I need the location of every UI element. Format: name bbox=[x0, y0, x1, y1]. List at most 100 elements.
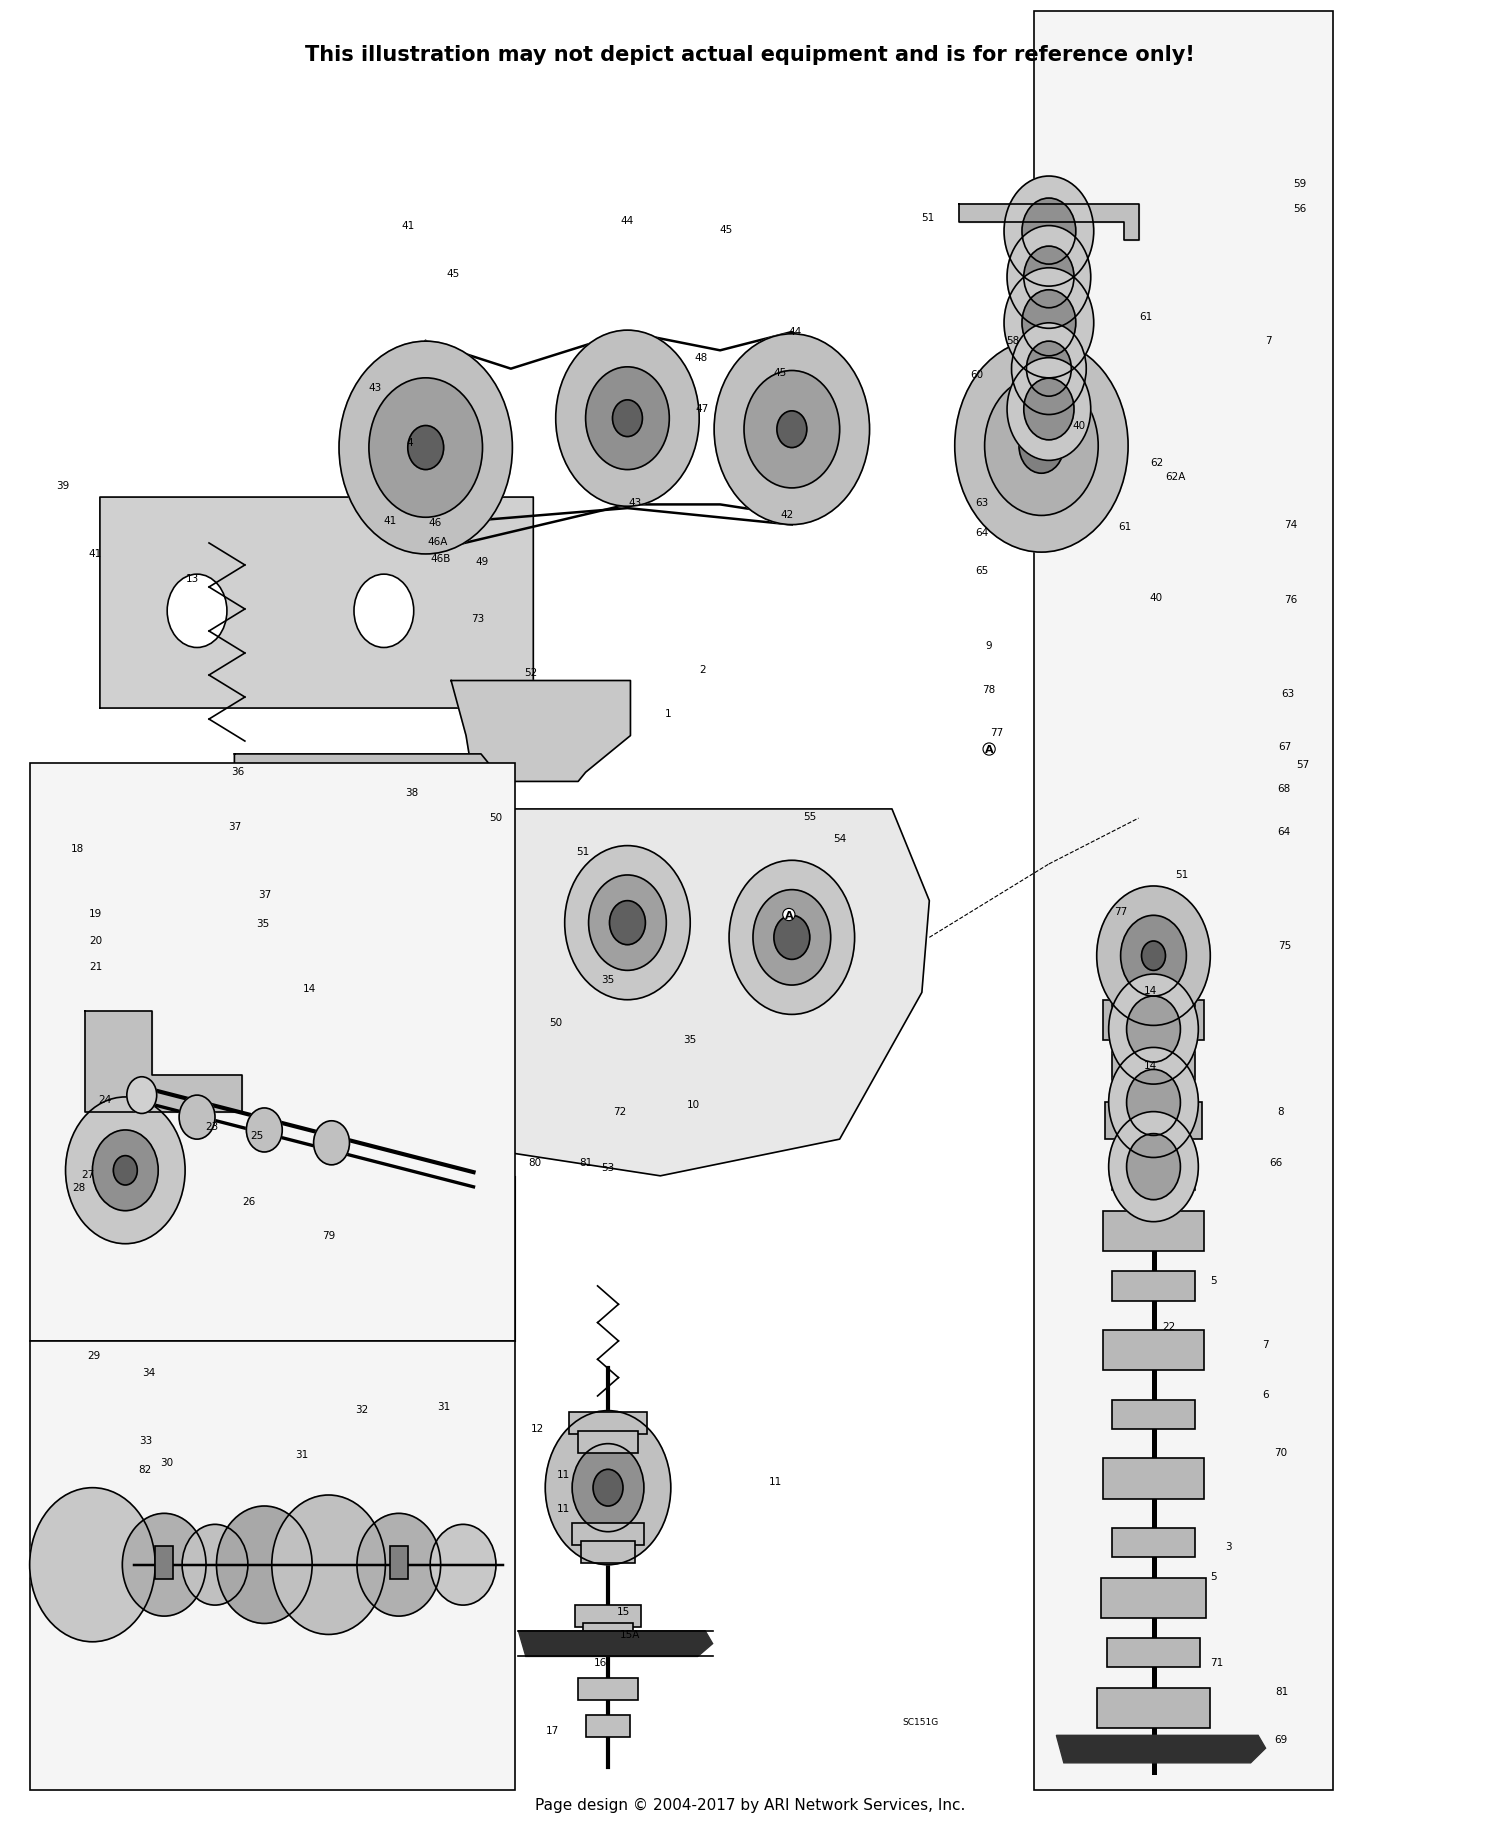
Text: 28: 28 bbox=[72, 1182, 86, 1194]
Circle shape bbox=[777, 412, 807, 449]
Polygon shape bbox=[86, 1011, 242, 1113]
Circle shape bbox=[546, 1411, 670, 1565]
Text: SC151G: SC151G bbox=[902, 1718, 939, 1727]
Text: 67: 67 bbox=[1278, 741, 1292, 750]
Text: 80: 80 bbox=[528, 1157, 542, 1168]
Text: ARI: ARI bbox=[524, 903, 736, 1010]
Text: 50: 50 bbox=[489, 813, 502, 822]
Text: 36: 36 bbox=[231, 767, 244, 776]
Bar bbox=[1113, 1528, 1194, 1558]
Text: 78: 78 bbox=[982, 684, 996, 695]
Circle shape bbox=[1007, 226, 1090, 329]
Text: 7: 7 bbox=[1263, 1341, 1269, 1350]
Text: 40: 40 bbox=[1072, 421, 1086, 430]
Circle shape bbox=[564, 846, 690, 1000]
Text: 5: 5 bbox=[1210, 1274, 1216, 1285]
Text: 42: 42 bbox=[780, 509, 794, 519]
Circle shape bbox=[585, 368, 669, 471]
Circle shape bbox=[272, 1495, 386, 1635]
Text: 7: 7 bbox=[1266, 335, 1272, 346]
Bar bbox=[578, 1679, 638, 1701]
Polygon shape bbox=[958, 204, 1138, 241]
Text: 8: 8 bbox=[1276, 1105, 1284, 1116]
Text: 14: 14 bbox=[303, 984, 316, 993]
Text: 18: 18 bbox=[70, 844, 84, 853]
Text: 40: 40 bbox=[1150, 592, 1162, 603]
Bar bbox=[30, 763, 516, 1341]
Text: 35: 35 bbox=[256, 918, 270, 929]
Circle shape bbox=[1096, 886, 1210, 1026]
Text: 2: 2 bbox=[699, 664, 705, 675]
Text: 24: 24 bbox=[98, 1094, 111, 1103]
Circle shape bbox=[1024, 379, 1074, 441]
Circle shape bbox=[216, 1506, 312, 1624]
Circle shape bbox=[592, 1469, 622, 1506]
Text: 62: 62 bbox=[1150, 458, 1162, 469]
Bar bbox=[1113, 1052, 1194, 1081]
Text: 12: 12 bbox=[531, 1423, 544, 1433]
Text: 73: 73 bbox=[471, 614, 484, 623]
Bar bbox=[568, 1412, 646, 1434]
Text: 31: 31 bbox=[296, 1449, 309, 1458]
Circle shape bbox=[93, 1131, 158, 1212]
Text: 41: 41 bbox=[382, 517, 396, 526]
Text: 62A: 62A bbox=[1166, 473, 1186, 482]
Text: 81: 81 bbox=[1275, 1686, 1288, 1696]
Text: 64: 64 bbox=[1276, 826, 1290, 837]
Bar bbox=[1113, 1399, 1194, 1429]
Circle shape bbox=[339, 342, 513, 555]
Text: 15A: 15A bbox=[621, 1629, 640, 1640]
Bar bbox=[582, 1624, 633, 1646]
Text: 32: 32 bbox=[356, 1405, 368, 1414]
Text: 25: 25 bbox=[251, 1129, 264, 1140]
Text: 27: 27 bbox=[81, 1170, 94, 1179]
Circle shape bbox=[430, 1525, 496, 1605]
Text: 44: 44 bbox=[621, 215, 634, 226]
Text: 59: 59 bbox=[1293, 178, 1306, 189]
Text: 9: 9 bbox=[986, 640, 993, 651]
Bar bbox=[1112, 978, 1196, 1008]
Text: 50: 50 bbox=[549, 1017, 562, 1028]
Text: 3: 3 bbox=[1226, 1541, 1232, 1550]
Bar bbox=[390, 1547, 408, 1580]
Circle shape bbox=[954, 340, 1128, 554]
Text: 37: 37 bbox=[228, 822, 242, 831]
Bar bbox=[1107, 1639, 1200, 1668]
Circle shape bbox=[729, 861, 855, 1015]
Text: 68: 68 bbox=[1276, 783, 1290, 794]
Text: 37: 37 bbox=[258, 890, 272, 899]
Text: 61: 61 bbox=[1140, 311, 1152, 322]
Text: 65: 65 bbox=[975, 566, 988, 576]
Text: 66: 66 bbox=[1269, 1157, 1282, 1168]
Circle shape bbox=[1126, 1135, 1180, 1201]
Circle shape bbox=[714, 335, 870, 526]
Text: This illustration may not depict actual equipment and is for reference only!: This illustration may not depict actual … bbox=[304, 44, 1196, 64]
Text: 19: 19 bbox=[88, 908, 102, 918]
Circle shape bbox=[66, 1098, 184, 1243]
Text: 11: 11 bbox=[556, 1469, 570, 1479]
Polygon shape bbox=[452, 680, 630, 782]
Text: 41: 41 bbox=[88, 548, 102, 559]
Text: 29: 29 bbox=[87, 1350, 100, 1361]
Circle shape bbox=[1011, 324, 1086, 416]
Text: 11: 11 bbox=[556, 1504, 570, 1513]
Text: 17: 17 bbox=[546, 1725, 560, 1734]
Text: 48: 48 bbox=[694, 353, 708, 362]
Text: 79: 79 bbox=[322, 1230, 334, 1241]
Text: 35: 35 bbox=[684, 1035, 698, 1045]
Text: 14: 14 bbox=[1144, 1059, 1156, 1070]
Text: 71: 71 bbox=[1209, 1657, 1222, 1666]
Bar bbox=[1102, 1458, 1204, 1499]
Circle shape bbox=[1026, 342, 1071, 397]
Circle shape bbox=[354, 576, 414, 647]
Polygon shape bbox=[519, 1631, 712, 1657]
Text: 20: 20 bbox=[88, 936, 102, 945]
Text: 16: 16 bbox=[594, 1657, 608, 1666]
Circle shape bbox=[555, 331, 699, 508]
Text: 46: 46 bbox=[427, 519, 441, 528]
Text: 5: 5 bbox=[1210, 1572, 1216, 1582]
Bar bbox=[154, 1547, 172, 1580]
Circle shape bbox=[1019, 419, 1064, 474]
Bar bbox=[585, 1716, 630, 1738]
Text: 72: 72 bbox=[614, 1105, 627, 1116]
